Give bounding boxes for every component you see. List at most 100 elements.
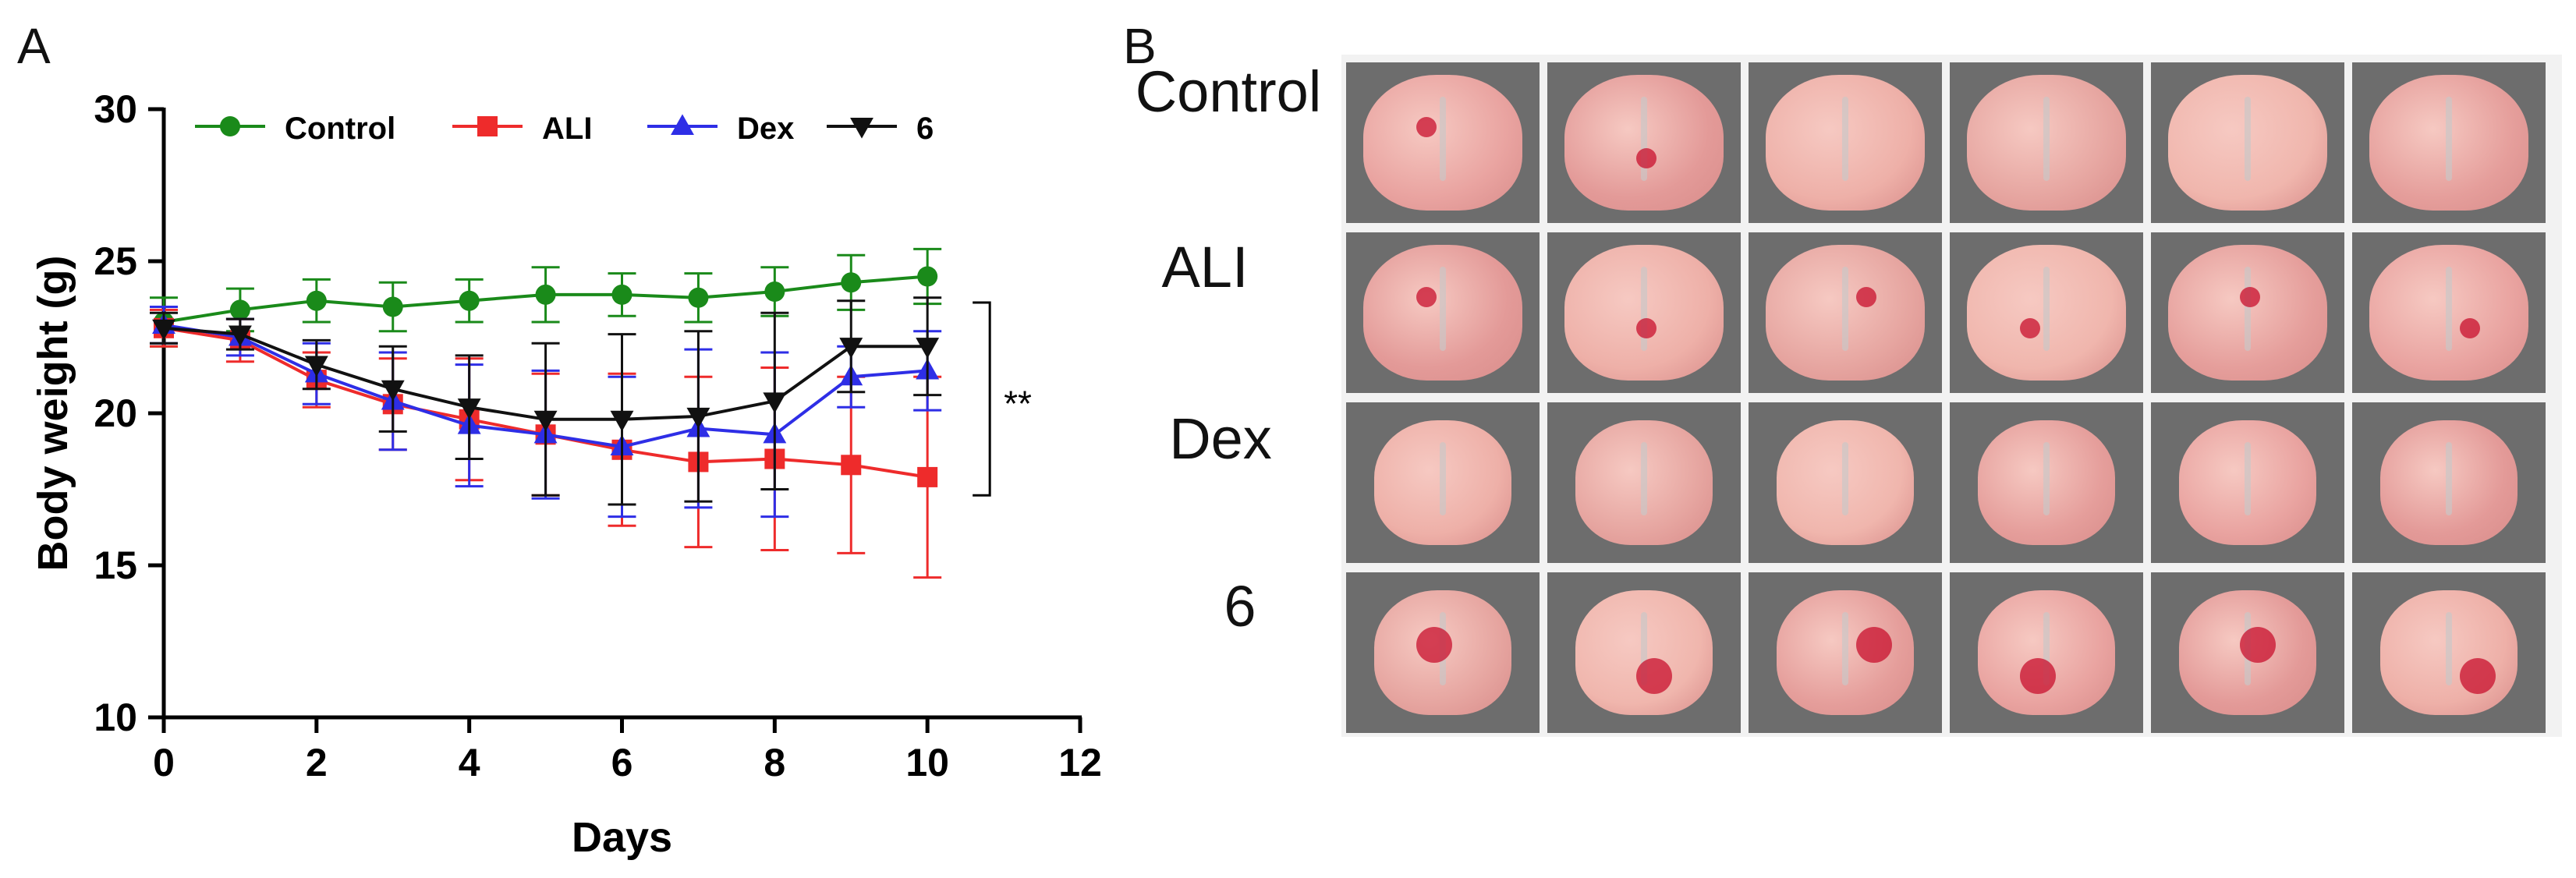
lung-photo — [2352, 62, 2546, 223]
lung-midline — [1440, 442, 1446, 515]
legend-entry: ALI — [542, 112, 592, 146]
hemorrhage-spot — [2460, 318, 2480, 338]
lung-midline — [1641, 267, 1647, 351]
lung-photo — [2352, 232, 2546, 393]
hemorrhage-spot — [2460, 658, 2496, 694]
lung-photo — [1346, 402, 1540, 563]
significance-bracket — [973, 301, 991, 497]
lung-midline — [1842, 97, 1848, 181]
lung-photo — [2151, 232, 2344, 393]
lung-photo — [1950, 232, 2143, 393]
lung-photo — [2352, 402, 2546, 563]
lung-photo — [1547, 232, 1741, 393]
data-point — [459, 290, 480, 311]
lung-midline — [2043, 97, 2050, 181]
lung-midline — [1440, 267, 1446, 351]
lung-photo — [1547, 572, 1741, 733]
hemorrhage-spot — [1856, 287, 1876, 307]
lung-photo — [2151, 62, 2344, 223]
x-tick-label: 4 — [459, 741, 480, 784]
data-point — [306, 290, 327, 311]
x-axis-label: Days — [572, 814, 672, 861]
lung-photo — [1950, 62, 2143, 223]
lung-midline — [1842, 267, 1848, 351]
data-point — [916, 338, 940, 359]
hemorrhage-spot — [2240, 627, 2276, 663]
lung-photo — [1950, 402, 2143, 563]
hemorrhage-spot — [1856, 627, 1892, 663]
data-point — [535, 284, 556, 305]
data-point — [686, 407, 710, 429]
data-point — [764, 281, 785, 302]
data-point — [229, 299, 250, 320]
lung-photo — [1749, 62, 1942, 223]
lung-midline — [2043, 612, 2050, 685]
lung-photo — [1547, 62, 1741, 223]
data-point — [841, 455, 862, 476]
legend-marker — [850, 117, 873, 139]
row-label-control: Control — [1135, 59, 1322, 124]
y-axis-label: Body weight (g) — [30, 256, 76, 572]
hemorrhage-spot — [1416, 117, 1437, 137]
data-point — [457, 398, 481, 420]
lung-midline — [2245, 97, 2251, 181]
data-point — [839, 338, 863, 359]
x-tick-label: 2 — [306, 741, 328, 784]
lung-photo — [2151, 572, 2344, 733]
x-tick-label: 6 — [611, 741, 633, 784]
data-point — [533, 410, 558, 432]
y-tick-label: 15 — [94, 543, 137, 587]
hemorrhage-spot — [2240, 287, 2260, 307]
lung-photo — [1749, 232, 1942, 393]
lung-photo — [2352, 572, 2546, 733]
y-tick-label: 20 — [94, 391, 137, 435]
row-label-ali: ALI — [1161, 235, 1249, 299]
lung-midline — [1641, 442, 1647, 515]
body-weight-line-chart: 10 15 20 25 30 0 2 4 6 8 10 12 Days Body weight (g) Co… — [30, 87, 1102, 861]
x-tick-label: 0 — [153, 741, 175, 784]
lung-photo — [1749, 402, 1942, 563]
legend-marker — [671, 114, 694, 136]
lung-photo — [1346, 572, 1540, 733]
lung-midline — [2245, 442, 2251, 515]
lung-midline — [2446, 442, 2452, 515]
lung-midline — [1440, 97, 1446, 181]
row-label-6: 6 — [1224, 574, 1256, 639]
lung-midline — [1641, 97, 1647, 181]
hemorrhage-spot — [2020, 658, 2056, 694]
lung-photo — [1547, 402, 1741, 563]
hemorrhage-spot — [1416, 627, 1452, 663]
lung-photo — [1346, 232, 1540, 393]
data-point — [611, 284, 632, 305]
panel-a: A 10 15 20 25 30 0 2 4 6 8 10 12 Days Body weight (g)… — [0, 0, 1170, 874]
legend-entry: Control — [285, 112, 395, 146]
lung-photo — [1749, 572, 1942, 733]
lung-midline — [1641, 612, 1647, 685]
data-point — [917, 266, 938, 287]
y-tick-label: 25 — [94, 239, 137, 283]
y-tick-label: 30 — [94, 87, 137, 131]
lung-midline — [1842, 612, 1848, 685]
data-point — [228, 325, 252, 347]
legend-marker — [220, 116, 240, 136]
lung-photo-grid — [1341, 55, 2562, 737]
lung-midline — [2245, 267, 2251, 351]
legend-marker — [477, 116, 498, 136]
row-label-dex: Dex — [1169, 406, 1272, 471]
lung-midline — [2446, 612, 2452, 685]
data-point — [841, 272, 862, 293]
data-point — [610, 410, 634, 432]
data-point — [152, 319, 175, 341]
hemorrhage-spot — [1636, 148, 1657, 168]
data-point — [688, 287, 709, 308]
hemorrhage-spot — [2020, 318, 2040, 338]
hemorrhage-spot — [1636, 318, 1657, 338]
significance-label: ** — [1004, 384, 1032, 424]
legend-entry: Dex — [737, 112, 794, 146]
data-point — [304, 356, 328, 377]
y-tick-label: 10 — [94, 696, 137, 739]
data-point — [763, 392, 787, 413]
lung-photo — [1950, 572, 2143, 733]
lung-photo — [2151, 402, 2344, 563]
x-tick-label: 12 — [1058, 741, 1102, 784]
